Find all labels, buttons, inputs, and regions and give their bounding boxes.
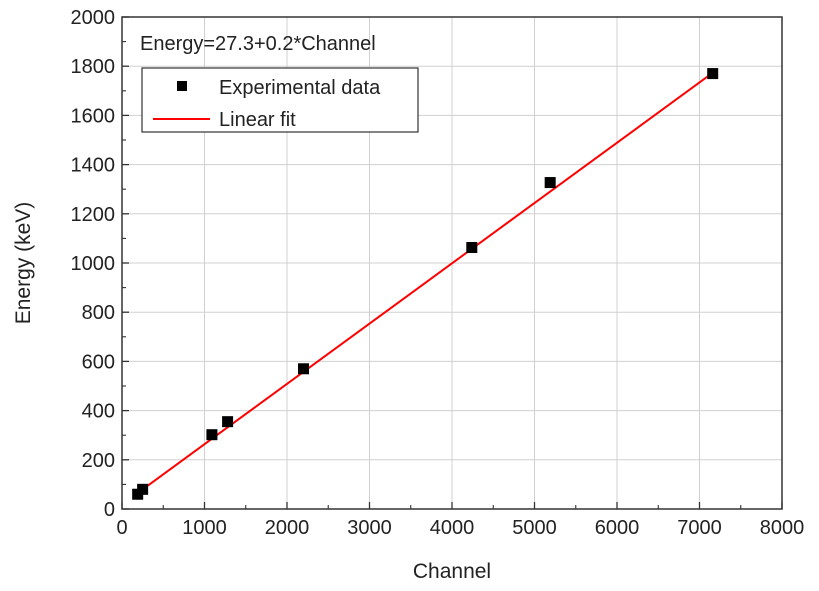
- data-point: [707, 68, 719, 80]
- x-tick-label: 6000: [595, 517, 640, 539]
- legend: Experimental data Linear fit: [141, 67, 419, 133]
- y-tick-label: 1400: [71, 155, 116, 177]
- data-point: [298, 363, 309, 375]
- linear-fit-line: [137, 70, 715, 494]
- legend-marker-experimental: [177, 81, 187, 91]
- y-tick-label: 2000: [71, 7, 116, 29]
- x-tick-label: 5000: [512, 517, 557, 539]
- y-axis-title: Energy (keV): [12, 202, 35, 325]
- data-point: [222, 416, 234, 428]
- x-tick-label: 4000: [430, 517, 475, 539]
- x-tick-label: 7000: [677, 517, 722, 539]
- x-tick-label: 2000: [265, 517, 310, 539]
- y-tick-label: 400: [82, 401, 115, 423]
- x-tick-label: 8000: [760, 517, 805, 539]
- y-tick-label: 1000: [71, 253, 116, 275]
- data-point: [206, 429, 218, 441]
- tick-labels: 0 1000 2000 3000 4000 5000 6000 7000 8000 0 200 400…: [71, 7, 805, 539]
- x-tick-label: 3000: [347, 517, 392, 539]
- y-tick-label: 0: [104, 499, 115, 521]
- y-tick-label: 600: [82, 351, 115, 373]
- y-tick-label: 800: [82, 302, 115, 324]
- legend-label-experimental: Experimental data: [219, 77, 381, 99]
- data-point: [544, 177, 556, 189]
- legend-box: [141, 67, 419, 133]
- data-point: [137, 483, 149, 495]
- x-tick-label: 0: [116, 517, 127, 539]
- fit-equation-annotation: Energy=27.3+0.2*Channel: [140, 33, 376, 55]
- grid: [122, 17, 782, 509]
- data-point: [466, 242, 478, 254]
- y-tick-label: 1200: [71, 204, 116, 226]
- series-layer: [132, 68, 719, 500]
- legend-label-linear-fit: Linear fit: [219, 109, 296, 131]
- ticks: [121, 16, 783, 510]
- x-axis-title: Channel: [413, 560, 491, 583]
- y-tick-label: 200: [82, 450, 115, 472]
- y-tick-label: 1600: [71, 105, 116, 127]
- y-tick-label: 1800: [71, 56, 116, 78]
- x-tick-label: 1000: [182, 517, 227, 539]
